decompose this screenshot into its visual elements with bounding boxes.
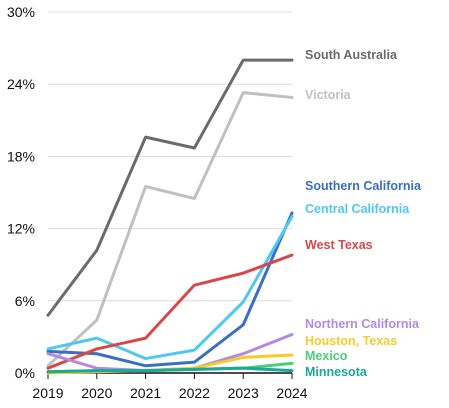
series-label-houston-texas: Houston, Texas <box>305 334 397 348</box>
series-label-south-australia: South Australia <box>305 48 398 62</box>
x-tick-label: 2023 <box>228 385 259 401</box>
y-tick-label: 30% <box>7 4 35 20</box>
series-label-mexico: Mexico <box>305 349 348 363</box>
x-tick-label: 2024 <box>276 385 307 401</box>
series-label-central-california: Central California <box>305 202 410 216</box>
series-labels: South Australia Victoria Southern Californ… <box>305 48 422 379</box>
y-tick-label: 0% <box>15 365 35 381</box>
y-axis-ticks: 0% 6% 12% 18% 24% 30% <box>7 4 35 381</box>
series-line-central-california <box>46 215 294 361</box>
x-tick-label: 2020 <box>81 385 112 401</box>
series-line-victoria <box>46 91 294 368</box>
x-tick-label: 2021 <box>130 385 161 401</box>
y-tick-label: 6% <box>15 293 35 309</box>
y-tick-label: 18% <box>7 148 35 164</box>
x-tick-label: 2022 <box>179 385 210 401</box>
series-lines <box>46 58 294 375</box>
series-label-west-texas: West Texas <box>305 238 373 252</box>
series-line-southern-california <box>46 211 294 368</box>
series-line-south-australia <box>46 58 294 317</box>
y-tick-label: 24% <box>7 76 35 92</box>
series-line-minnesota <box>46 366 294 374</box>
x-axis-ticks: 2019 2020 2021 2022 2023 2024 <box>32 373 308 401</box>
x-tick-label: 2019 <box>32 385 63 401</box>
series-label-minnesota: Minnesota <box>305 365 368 379</box>
series-label-northern-california: Northern California <box>305 317 420 331</box>
series-label-victoria: Victoria <box>305 88 352 102</box>
series-label-southern-california: Southern California <box>305 179 422 193</box>
series-line-west-texas <box>46 253 294 370</box>
y-tick-label: 12% <box>7 221 35 237</box>
